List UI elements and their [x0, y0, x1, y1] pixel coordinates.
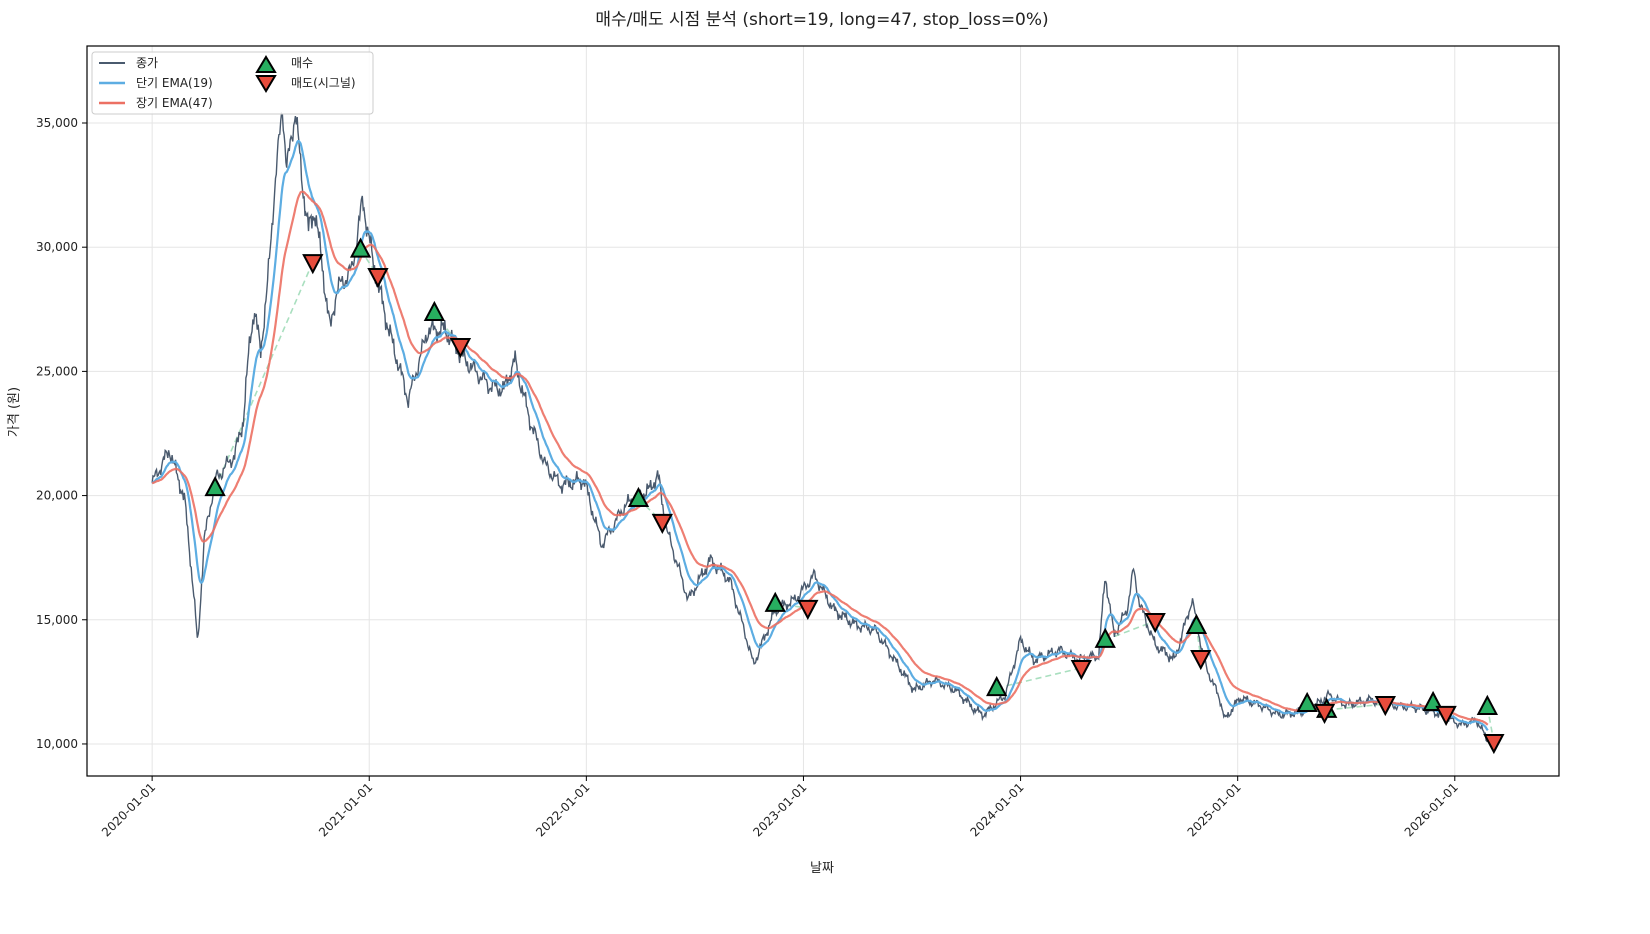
- sell-marker: [367, 268, 389, 289]
- sell-marker: [1313, 703, 1336, 725]
- grid: [87, 46, 1559, 776]
- sell-marker: [1070, 659, 1093, 681]
- axis-ticks: 2020-01-01 2021-01-01 2022-01-01 2023-01-01…: [36, 116, 1461, 839]
- buy-marker: [627, 486, 650, 508]
- x-axis-label: 날짜: [810, 861, 834, 876]
- sell-marker: [1190, 650, 1212, 671]
- legend-ema-long-label: 장기 EMA(47): [136, 96, 213, 110]
- legend-sell-marker: [255, 75, 277, 93]
- buy-marker: [1422, 690, 1444, 711]
- buy-marker: [423, 300, 446, 322]
- sell-marker: [1483, 733, 1505, 755]
- x-tick-label: 2024-01-01: [967, 780, 1026, 839]
- ema-short-line: [151, 140, 1489, 731]
- legend: 종가 단기 EMA(19) 장기 EMA(47) 매수 매도(시그널): [91, 51, 374, 115]
- buy-marker: [1185, 613, 1208, 634]
- sell-marker: [302, 254, 324, 275]
- chart-title: 매수/매도 시점 분석 (short=19, long=47, stop_los…: [595, 10, 1048, 30]
- buy-marker: [1296, 691, 1318, 712]
- buy-marker: [204, 475, 226, 497]
- y-axis-label: 가격 (원): [7, 387, 22, 437]
- x-tick-label: 2022-01-01: [533, 780, 592, 839]
- y-tick-label: 15,000: [36, 613, 78, 627]
- x-tick-label: 2026-01-01: [1402, 780, 1461, 839]
- legend-buy-marker: [255, 55, 277, 73]
- plot-frame: [86, 45, 1560, 777]
- x-tick-label: 2021-01-01: [316, 780, 375, 839]
- sell-marker: [1435, 705, 1457, 727]
- x-tick-label: 2025-01-01: [1185, 780, 1244, 839]
- buy-marker: [349, 237, 372, 258]
- y-tick-label: 25,000: [36, 364, 78, 378]
- legend-ema-short-label: 단기 EMA(19): [136, 76, 213, 90]
- close-price-line: [151, 111, 1489, 743]
- sell-marker: [797, 599, 819, 620]
- sell-marker: [1374, 695, 1396, 717]
- buy-marker: [1476, 694, 1499, 715]
- buy-marker: [986, 675, 1008, 697]
- y-tick-label: 10,000: [36, 737, 78, 751]
- buy-marker: [1094, 627, 1116, 648]
- legend-buy-label: 매수: [291, 56, 313, 70]
- x-tick-label: 2020-01-01: [99, 780, 158, 839]
- y-tick-label: 20,000: [36, 489, 78, 503]
- ema-long-line: [151, 190, 1489, 726]
- signal-markers: [204, 237, 1505, 755]
- x-tick-label: 2023-01-01: [750, 780, 809, 839]
- sell-marker: [1144, 613, 1166, 634]
- sell-marker: [651, 513, 674, 535]
- legend-sell-label: 매도(시그널): [291, 76, 356, 90]
- y-tick-label: 35,000: [36, 116, 78, 130]
- trade-connector: [996, 667, 1082, 689]
- y-tick-label: 30,000: [36, 240, 78, 254]
- sell-marker: [449, 338, 472, 359]
- legend-close-label: 종가: [136, 56, 158, 70]
- buy-marker: [764, 591, 786, 612]
- trade-connector: [214, 261, 314, 489]
